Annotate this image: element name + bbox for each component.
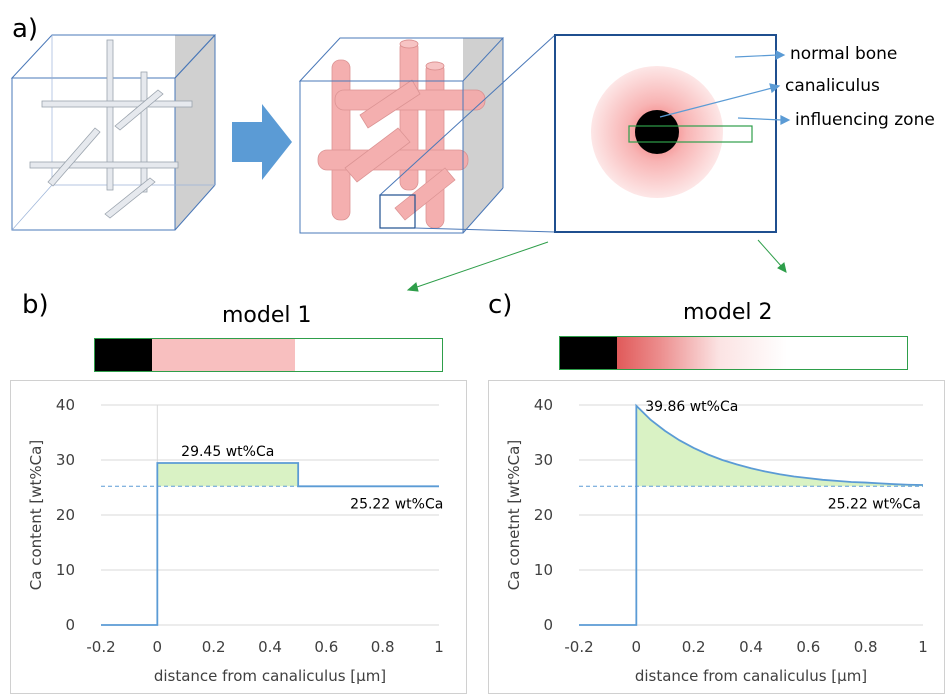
x-tick-label: 0.4	[739, 638, 763, 656]
model-arrows	[406, 239, 787, 292]
peak-value-label: 39.86 wt%Ca	[645, 399, 738, 415]
cross-section-zoom	[554, 34, 777, 233]
y-tick-label: 0	[65, 616, 75, 634]
baseline-value-label: 25.22 wt%Ca	[828, 496, 921, 512]
y-tick-label: 10	[56, 561, 75, 579]
x-tick-label: -0.2	[564, 638, 593, 656]
label-influencing-zone: influencing zone	[795, 110, 935, 130]
calcium-profile-line	[579, 403, 924, 626]
bone-cube-influenced	[298, 34, 556, 234]
model-1-title: model 1	[222, 303, 312, 328]
x-tick-label: -0.2	[86, 638, 115, 656]
excess-calcium-area	[636, 405, 923, 487]
panel-c-label: c)	[488, 290, 513, 320]
calcium-profile-line	[101, 462, 439, 626]
x-tick-label: 0.8	[371, 638, 395, 656]
x-tick-label: 1	[918, 638, 928, 656]
model-2-chart: 0 10 20 30 40 -0.2 0 0.2 0.4 0.6 0.8 1 39.86 wt%Ca 25…	[505, 396, 928, 685]
x-axis-title: distance from canaliculus [µm]	[635, 667, 867, 685]
x-tick-label: 0.2	[202, 638, 226, 656]
y-tick-label: 20	[534, 506, 553, 524]
y-tick-label: 0	[543, 616, 553, 634]
canaliculus-circle	[635, 110, 679, 154]
y-tick-label: 30	[534, 451, 553, 469]
label-canaliculus: canaliculus	[785, 76, 880, 96]
x-tick-label: 0	[632, 638, 642, 656]
model-2-profile-bar	[559, 336, 908, 370]
x-axis-title: distance from canaliculus [µm]	[154, 667, 386, 685]
x-tick-label: 0	[153, 638, 163, 656]
y-axis-title: Ca conetnt [wt%Ca]	[505, 440, 523, 590]
y-tick-label: 40	[56, 396, 75, 414]
x-tick-label: 0.4	[258, 638, 282, 656]
y-tick-label: 30	[56, 451, 75, 469]
sampling-strip	[628, 125, 753, 143]
peak-value-label: 29.45 wt%Ca	[181, 444, 274, 460]
canaliculus-illustration	[10, 34, 791, 292]
x-tick-label: 1	[434, 638, 444, 656]
x-tick-label: 0.6	[314, 638, 338, 656]
bone-cube-empty	[10, 34, 217, 231]
y-tick-label: 10	[534, 561, 553, 579]
transform-arrow-icon	[232, 104, 292, 180]
baseline-value-label: 25.22 wt%Ca	[350, 496, 443, 512]
legend-arrows	[659, 50, 791, 125]
y-axis-title: Ca content [wt%Ca]	[27, 440, 45, 590]
y-tick-label: 40	[534, 396, 553, 414]
label-normal-bone: normal bone	[790, 44, 898, 64]
panel-b-label: b)	[22, 290, 49, 320]
panel-a-label: a)	[12, 14, 39, 44]
model-1-chart: 0 10 20 30 40 -0.2 0 0.2 0.4 0.6 0.8 1 29.45 wt%Ca 25…	[27, 396, 444, 685]
x-tick-label: 0.6	[796, 638, 820, 656]
excess-calcium-area	[157, 463, 299, 487]
x-tick-label: 0.8	[854, 638, 878, 656]
x-tick-label: 0.2	[682, 638, 706, 656]
model-1-profile-bar	[94, 338, 443, 372]
model-2-title: model 2	[683, 300, 773, 325]
y-tick-label: 20	[56, 506, 75, 524]
